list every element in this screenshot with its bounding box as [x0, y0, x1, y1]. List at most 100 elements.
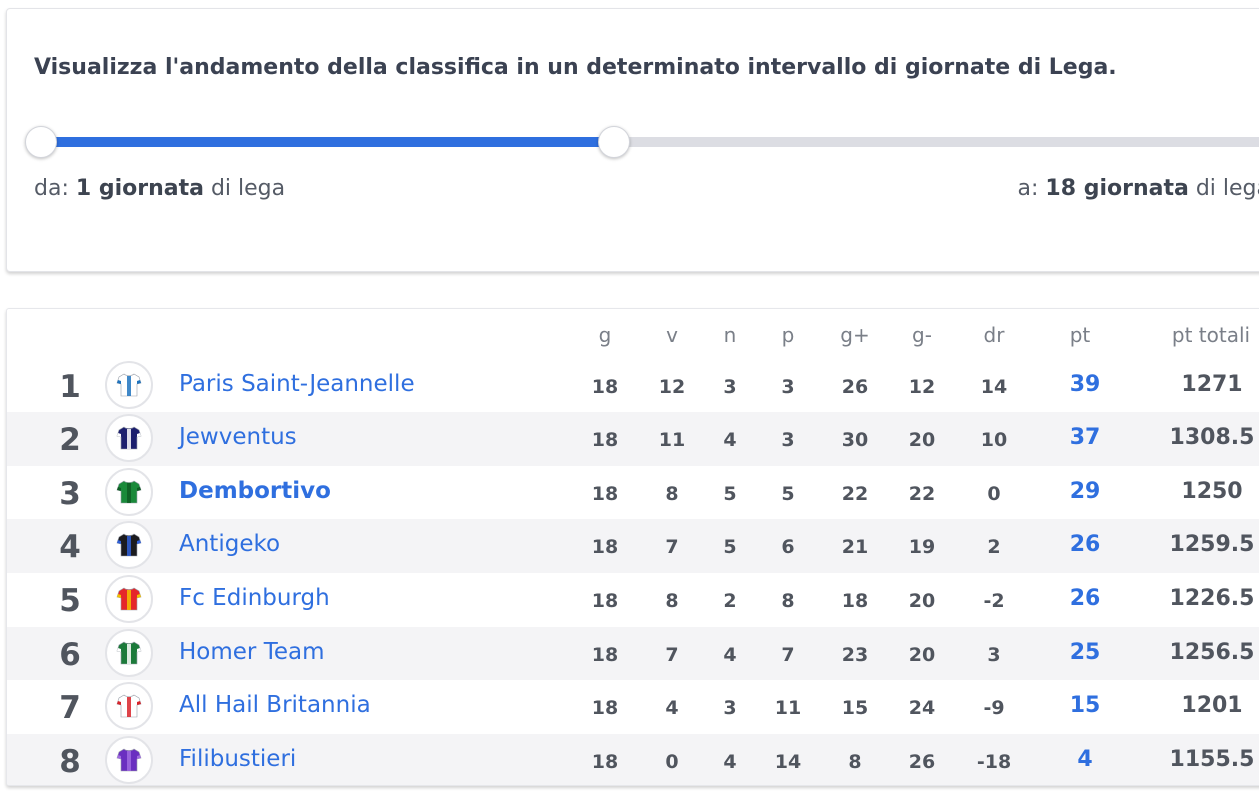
cell-g: 18 [591, 643, 619, 666]
table-row: 2 Jewventus 18 11 4 3 30 20 10 37 1308.5 [7, 412, 1259, 466]
cell-gminus: 24 [908, 697, 936, 720]
cell-p: 11 [774, 697, 802, 720]
edinburgh-kit-icon [116, 587, 142, 611]
cell-p: 14 [774, 750, 802, 773]
team-name-link[interactable]: Fc Edinburgh [179, 584, 330, 611]
team-avatar[interactable] [105, 414, 153, 463]
cell-v: 11 [658, 429, 686, 452]
cell-pt-totali: 1259.5 [1169, 532, 1255, 558]
team-avatar[interactable] [105, 628, 153, 677]
cell-dr: 10 [980, 429, 1008, 452]
filibustieri-kit-icon [116, 748, 142, 771]
team-name-link[interactable]: Jewventus [179, 424, 297, 451]
cell-pt-totali: 1201 [1181, 693, 1243, 719]
col-head-p: p [781, 323, 795, 347]
paris-kit-icon [116, 373, 142, 396]
cell-gplus: 8 [848, 750, 862, 773]
cell-gminus: 20 [908, 643, 936, 666]
cell-dr: 0 [987, 482, 1001, 505]
table-row: 7 All Hail Britannia 18 4 3 11 15 24 -9 15 1201 [7, 680, 1259, 734]
cell-pt: 29 [1069, 478, 1101, 504]
cell-dr: 3 [987, 643, 1001, 666]
cell-n: 4 [723, 750, 737, 773]
cell-p: 7 [781, 643, 795, 666]
team-avatar[interactable] [105, 360, 153, 409]
team-avatar[interactable] [105, 467, 153, 516]
table-row: 6 Homer Team 18 7 4 7 23 20 3 25 1256.5 [7, 626, 1259, 681]
cell-gminus: 20 [908, 429, 936, 452]
matchday-range-slider[interactable] [25, 126, 1259, 158]
cell-pt-totali: 1308.5 [1169, 425, 1255, 451]
cell-v: 8 [665, 589, 679, 612]
cell-n: 2 [723, 589, 737, 612]
cell-dr: -2 [983, 589, 1005, 612]
position-number: 8 [59, 743, 81, 780]
cell-gminus: 12 [908, 375, 936, 398]
slider-handle-from[interactable] [25, 126, 57, 158]
range-filter-card: Visualizza l'andamento della classifica … [6, 8, 1259, 272]
cell-p: 8 [781, 589, 795, 612]
cell-dr: -9 [983, 697, 1005, 720]
team-name-link[interactable]: All Hail Britannia [179, 692, 371, 719]
position-number: 5 [59, 582, 81, 619]
col-head-n: n [723, 323, 737, 347]
cell-gminus: 22 [908, 482, 936, 505]
col-head-gminus: g- [912, 323, 932, 347]
cell-pt: 15 [1069, 693, 1101, 719]
cell-g: 18 [591, 429, 619, 452]
cell-pt-totali: 1155.5 [1169, 746, 1255, 772]
cell-gplus: 30 [841, 429, 869, 452]
cell-gplus: 18 [841, 589, 869, 612]
team-name-link[interactable]: Paris Saint-Jeannelle [179, 370, 415, 397]
team-avatar[interactable] [105, 735, 153, 784]
team-avatar[interactable] [105, 574, 153, 623]
homer-team-kit-icon [116, 641, 142, 664]
team-name-link[interactable]: Dembortivo [179, 477, 331, 504]
cell-dr: 2 [987, 536, 1001, 559]
cell-n: 5 [723, 536, 737, 559]
cell-pt-totali: 1226.5 [1169, 585, 1255, 611]
table-row: 8 Filibustieri 18 0 4 14 8 26 -18 4 1155.5 [7, 733, 1259, 785]
cell-pt: 37 [1069, 425, 1101, 451]
col-head-pt: pt [1069, 323, 1091, 347]
position-number: 3 [59, 475, 81, 512]
position-number: 1 [59, 368, 81, 405]
cell-v: 0 [665, 750, 679, 773]
col-head-v: v [666, 323, 678, 347]
cell-pt-totali: 1250 [1181, 478, 1243, 504]
cell-g: 18 [591, 697, 619, 720]
cell-v: 8 [665, 482, 679, 505]
standings-table: g v n p g+ g- dr pt pt totali 1 Paris Sai… [6, 308, 1259, 786]
dembortivo-kit-icon [116, 480, 142, 503]
cell-gplus: 23 [841, 643, 869, 666]
cell-gplus: 26 [841, 375, 869, 398]
position-number: 6 [59, 636, 81, 673]
team-name-link[interactable]: Antigeko [179, 531, 281, 558]
team-name-link[interactable]: Filibustieri [179, 745, 297, 772]
cell-pt: 26 [1069, 532, 1101, 558]
cell-g: 18 [591, 536, 619, 559]
team-avatar[interactable] [105, 682, 153, 731]
cell-g: 18 [591, 482, 619, 505]
filter-title: Visualizza l'andamento della classifica … [34, 55, 1117, 80]
slider-track[interactable] [35, 137, 1259, 147]
cell-p: 5 [781, 482, 795, 505]
team-avatar[interactable] [105, 521, 153, 570]
cell-g: 18 [591, 375, 619, 398]
team-name-link[interactable]: Homer Team [179, 638, 325, 665]
cell-v: 7 [665, 643, 679, 666]
table-row: 1 Paris Saint-Jeannelle 18 12 3 3 26 12 14 39 1271 [7, 359, 1259, 413]
cell-p: 3 [781, 375, 795, 398]
standings-header: g v n p g+ g- dr pt pt totali [7, 323, 1259, 353]
range-to-value: 18 giornata [1045, 176, 1189, 201]
cell-gminus: 26 [908, 750, 936, 773]
table-row: 4 Antigeko 18 7 5 6 21 19 2 26 1259.5 [7, 519, 1259, 573]
cell-pt-totali: 1271 [1181, 371, 1243, 397]
cell-pt-totali: 1256.5 [1169, 639, 1255, 665]
table-row: 3 Dembortivo 18 8 5 5 22 22 0 29 1250 [7, 466, 1259, 520]
jewventus-kit-icon [116, 426, 142, 450]
position-number: 2 [59, 422, 81, 459]
slider-handle-to[interactable] [598, 126, 631, 158]
britannia-kit-icon [116, 694, 142, 718]
cell-p: 3 [781, 429, 795, 452]
